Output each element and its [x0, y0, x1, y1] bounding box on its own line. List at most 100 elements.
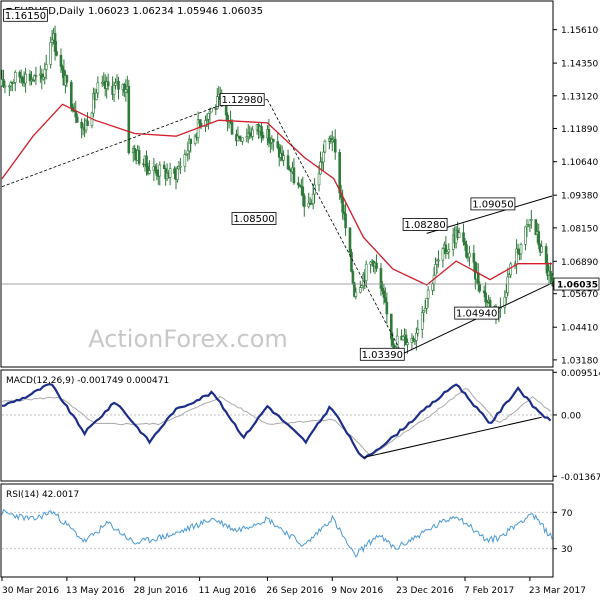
y-tick-label: 0.00 — [561, 411, 581, 421]
candle — [330, 130, 334, 152]
y-tick-label: 1.13120 — [561, 92, 598, 102]
candle — [297, 176, 300, 189]
candle — [96, 76, 100, 98]
x-tick-label: 23 Dec 2016 — [396, 586, 454, 596]
x-tick-label: 9 Nov 2016 — [331, 586, 383, 596]
candle — [208, 107, 212, 124]
swing-label: 1.09050 — [470, 197, 516, 210]
x-tick-label: 23 Mar 2017 — [529, 586, 586, 596]
y-tick-label: 1.14350 — [561, 60, 598, 70]
y-tick-label: 1.06890 — [561, 258, 598, 268]
svg-text:1.06035: 1.06035 — [557, 281, 598, 291]
candle — [117, 76, 120, 100]
swing-label: 1.08280 — [402, 217, 448, 231]
candles — [0, 25, 554, 357]
macd-line — [1, 383, 552, 460]
candle — [177, 161, 181, 170]
candle — [230, 119, 234, 135]
macd-trendline — [363, 416, 542, 459]
symbol-label: EURUSD,Daily — [14, 6, 85, 17]
candle — [465, 240, 468, 259]
candle — [251, 125, 254, 141]
candle — [272, 138, 275, 152]
svg-text:1.09050: 1.09050 — [472, 199, 513, 210]
candle — [124, 79, 128, 102]
svg-text:1.03390: 1.03390 — [362, 350, 403, 361]
rsi-title: RSI(14) 42.0017 — [6, 490, 79, 500]
candle — [462, 223, 465, 246]
channel-trendline — [426, 195, 553, 234]
candle — [302, 193, 306, 217]
candle — [344, 203, 347, 236]
candle — [444, 236, 448, 259]
macd-panel-frame — [0, 369, 554, 482]
svg-text:1.08280: 1.08280 — [404, 220, 445, 231]
candle — [106, 73, 110, 91]
x-tick-label: 28 Jun 2016 — [134, 586, 188, 596]
candle — [162, 161, 166, 170]
candle — [13, 70, 17, 92]
candle — [183, 149, 187, 173]
candle — [270, 135, 274, 150]
candle — [241, 137, 244, 145]
candle — [276, 132, 280, 150]
candle — [24, 67, 27, 93]
candle — [506, 267, 510, 296]
candle — [187, 134, 191, 160]
moving-average-line — [1, 103, 552, 286]
price-panel-frame — [0, 0, 554, 368]
x-tick-label: 7 Feb 2017 — [464, 586, 514, 596]
rsi-panel-frame — [0, 483, 554, 578]
candle — [168, 162, 172, 186]
macd-title: MACD(12,26,9) -0.001749 0.000471 — [6, 376, 169, 386]
candle — [389, 313, 393, 347]
candle — [322, 144, 325, 172]
svg-text:1.16150: 1.16150 — [5, 11, 46, 22]
candle — [75, 113, 79, 123]
candle — [369, 261, 372, 274]
candle — [49, 36, 52, 69]
candle — [348, 227, 352, 257]
candle — [364, 260, 368, 286]
svg-text:1.04940: 1.04940 — [456, 309, 497, 320]
ohlc-readout: 1.06023 1.06234 1.05946 1.06035 — [88, 6, 263, 17]
candle — [447, 243, 451, 259]
candle — [530, 209, 533, 229]
candle — [313, 178, 316, 204]
candle — [189, 138, 193, 153]
candle — [145, 150, 148, 176]
candle — [425, 297, 428, 314]
y-tick-label: 1.09380 — [561, 192, 598, 202]
candle — [86, 112, 89, 126]
candle — [422, 309, 426, 323]
candle — [437, 250, 440, 268]
candle — [549, 262, 552, 284]
candle — [158, 161, 162, 186]
swing-label: 1.16150 — [3, 8, 48, 22]
candle — [410, 333, 414, 351]
candle — [323, 139, 327, 154]
x-tick-label: 13 May 2016 — [66, 586, 125, 596]
y-tick-label: -0.013671 — [561, 473, 600, 483]
candle — [540, 240, 543, 254]
candle — [65, 74, 69, 88]
svg-text:1.08500: 1.08500 — [233, 214, 274, 225]
candle — [329, 134, 333, 144]
candle — [354, 287, 358, 300]
candle — [248, 125, 252, 140]
candle — [59, 48, 63, 73]
candle — [204, 115, 207, 132]
candle — [375, 254, 378, 272]
candle — [9, 80, 13, 92]
current-price-tag: 1.06035 — [553, 277, 600, 291]
candle — [519, 242, 523, 261]
candle — [155, 162, 159, 181]
candle — [351, 269, 355, 286]
y-tick-label: 1.15610 — [561, 26, 598, 36]
price-series-layer: 1.16150 1.12980 1.08500 1.08280 1.09050 1.049… — [0, 8, 554, 361]
candle — [416, 319, 420, 337]
candle — [210, 107, 213, 113]
macd-series-layer — [1, 383, 552, 460]
candle — [333, 129, 337, 160]
